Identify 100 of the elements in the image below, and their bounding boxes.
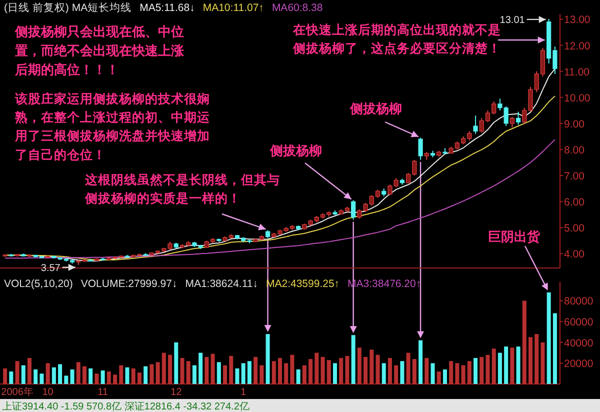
candlestick [473,115,478,134]
bar [357,348,362,384]
x-tick-label: 12 [170,387,182,398]
y-tick-label: 11.00 [564,66,590,78]
chart-title: VOL2(5,10,20) [4,278,73,290]
bar [345,356,350,384]
bar [412,359,416,384]
annotation: 该股庄家运用侧拔杨柳的技术很娴熟，在整个上涨过程的初、中期运用了三根侧拔杨柳洗盘并快速增加了自己的仓位！ [14,91,211,162]
bar [534,334,539,384]
bar [106,372,111,384]
bar [52,367,56,384]
bar [162,352,166,384]
candlestick [510,116,514,128]
bar [9,372,14,384]
bar [290,354,294,384]
bar [364,356,368,384]
annotation: VOLUME:27999.97↓ [80,278,178,290]
y-tick-label: 5.00 [564,222,585,235]
x-tick-label: 2006年 [1,386,34,398]
annotation: MA1:38624.11↓ [185,278,258,290]
bar [76,362,80,384]
bar [15,361,20,384]
bar [320,356,325,384]
bar [302,365,306,384]
y-tick-label: 9.00 [564,118,585,130]
bar [436,372,441,384]
bar [34,369,38,384]
bar [326,360,331,384]
bar [82,366,86,384]
bar [150,364,154,384]
bar [388,358,392,384]
bar [156,362,160,384]
bar [522,300,526,384]
bar [516,346,520,384]
bar [376,354,380,384]
y-tick-label: 6.00 [564,196,585,209]
bar [308,359,313,384]
y-tick-label: 13.00 [564,14,590,26]
bar [88,368,93,384]
y-tick-label: 60000 [564,316,594,329]
bar [528,337,533,384]
bar [186,361,190,384]
bar [284,363,288,384]
annotation: 侧拔杨柳只会出现在低、中位置，而绝不会出现在快速上涨后期的高位！！！ [14,24,185,77]
bar [216,362,221,384]
annotation: 巨阴出货 [488,229,541,244]
bar [480,356,484,384]
bar [461,365,466,384]
bar [70,369,74,384]
bar [394,365,398,384]
bar [204,356,209,384]
bar [40,374,44,384]
bar [332,363,337,384]
y-tick-label: 10.00 [564,92,590,104]
bar [144,366,148,384]
text: MA5:11.68↓ [140,2,195,14]
bar [241,363,246,384]
bar [314,352,319,384]
candlestick [418,137,423,160]
bar [223,365,228,384]
bar [278,358,282,384]
bar [296,369,300,384]
bar [131,368,136,384]
bar [192,365,196,384]
bar [351,335,356,384]
bar [27,358,32,384]
bar [21,365,26,384]
bar [504,346,508,384]
bar [137,372,142,384]
bar [474,358,478,384]
bar [418,340,423,384]
bar [125,367,130,384]
bar [510,348,514,384]
y-tick-label: 40000 [564,337,594,350]
bar [424,358,429,384]
bar [247,361,252,384]
bar [168,354,172,384]
bar [46,363,50,384]
x-tick-label: 1 [240,387,247,398]
bar [442,369,447,384]
bar [449,361,454,384]
bar [64,376,68,384]
y-tick-label: 80000 [564,296,594,308]
y-tick-label: 4.00 [564,248,585,261]
bar [540,342,545,384]
bar [486,354,490,384]
annotation: 13.01 [500,14,526,26]
bar [498,352,502,384]
bar [198,352,203,384]
candlestick [351,200,356,220]
candlestick [516,111,521,126]
bar [210,354,215,384]
text: MA10:11.07↑ [202,2,264,14]
bar [174,342,178,384]
bar [254,356,258,384]
bar [400,361,404,384]
bar [58,364,62,384]
y-tick-label: 20000 [564,358,594,370]
bar [3,368,8,384]
text: MA60:8.38 [272,2,323,14]
